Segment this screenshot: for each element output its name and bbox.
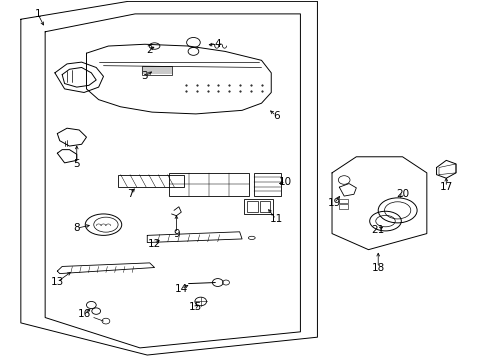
Text: 17: 17 [439,182,452,192]
Text: 3: 3 [141,71,148,81]
Text: 6: 6 [272,111,279,121]
Text: 5: 5 [73,159,80,169]
Text: 13: 13 [51,277,64,287]
Text: 10: 10 [279,177,292,187]
Bar [142,66,171,75]
Text: 11: 11 [269,214,282,224]
Text: 21: 21 [371,225,384,235]
Bar [246,201,257,212]
Text: 2: 2 [146,45,153,55]
Text: 20: 20 [395,189,408,199]
Text: 14: 14 [174,284,187,294]
Bar [244,199,272,214]
Text: 1: 1 [35,9,41,19]
Text: 9: 9 [173,229,180,239]
Text: 7: 7 [127,189,133,199]
Text: 16: 16 [77,309,90,319]
Text: 4: 4 [214,39,221,49]
Bar [254,173,281,196]
Text: 19: 19 [327,198,340,208]
Bar [339,204,347,208]
Bar [169,173,249,196]
Bar [260,201,269,212]
Text: 15: 15 [189,302,202,312]
Bar [118,175,183,187]
Bar [339,199,347,203]
Text: 8: 8 [73,223,80,233]
Text: 18: 18 [371,262,384,273]
Text: 12: 12 [148,239,161,249]
